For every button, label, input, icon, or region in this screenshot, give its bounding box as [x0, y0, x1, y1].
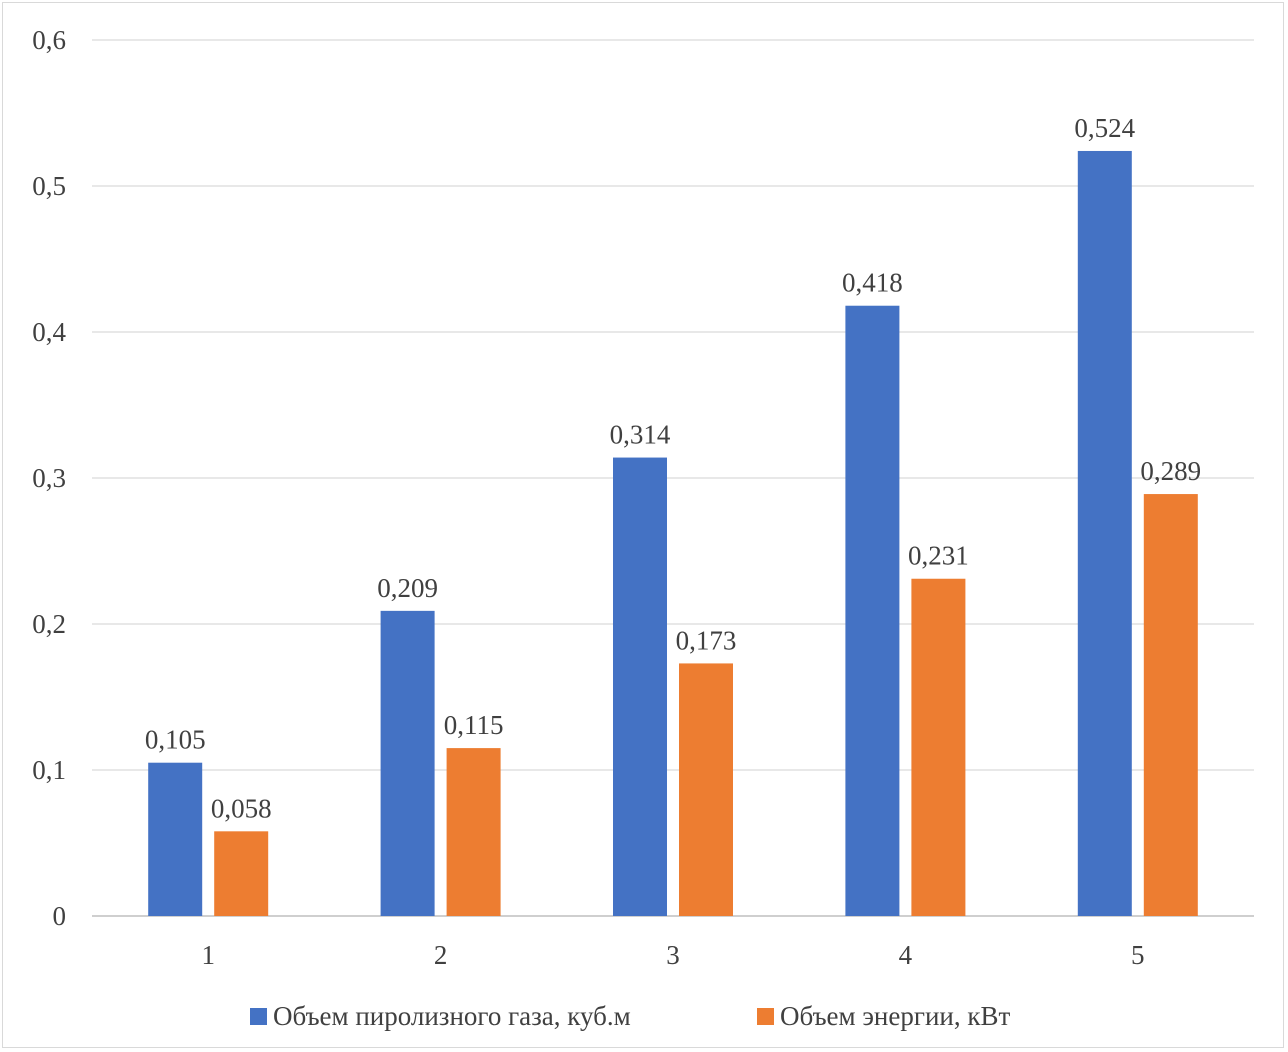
y-tick-label: 0,6	[32, 25, 66, 55]
y-tick-label: 0,2	[32, 609, 66, 639]
y-tick-label: 0,1	[32, 755, 66, 785]
x-tick-label: 4	[899, 940, 913, 970]
y-axis-ticks: 0 0,1 0,2 0,3 0,4 0,5 0,6	[32, 25, 66, 931]
y-tick-label: 0	[53, 901, 67, 931]
data-label: 0,524	[1074, 113, 1135, 143]
bar	[911, 578, 966, 916]
legend: Объем пиролизного газа, куб.м Объем энерг…	[250, 1001, 1010, 1031]
data-label: 0,105	[145, 725, 206, 755]
y-tick-label: 0,5	[32, 171, 66, 201]
bar	[1077, 150, 1132, 916]
data-label: 0,418	[842, 268, 903, 298]
x-tick-label: 1	[201, 940, 215, 970]
bar	[380, 610, 435, 916]
x-tick-label: 5	[1131, 940, 1145, 970]
legend-swatch	[757, 1008, 774, 1025]
bar	[148, 762, 203, 916]
bar	[1143, 494, 1198, 916]
gridlines	[92, 39, 1254, 917]
data-label: 0,289	[1140, 456, 1201, 486]
data-label: 0,314	[610, 420, 671, 450]
bar	[613, 457, 667, 916]
data-label: 0,173	[676, 625, 737, 655]
x-tick-label: 2	[434, 940, 448, 970]
legend-swatch	[250, 1008, 267, 1025]
bar	[845, 305, 900, 917]
data-labels: 0,105 0,058 0,209 0,115 0,314 0,173 0,418 0,231…	[145, 113, 1201, 823]
legend-entry: Объем энергии, кВт	[780, 1001, 1010, 1031]
x-tick-label: 3	[666, 940, 680, 970]
bar	[214, 831, 269, 916]
x-axis-ticks: 1 2 3 4 5	[201, 940, 1144, 970]
data-label: 0,231	[908, 541, 969, 571]
y-tick-label: 0,3	[32, 463, 66, 493]
data-label: 0,209	[377, 573, 438, 603]
data-label: 0,058	[211, 793, 272, 823]
legend-entry: Объем пиролизного газа, куб.м	[273, 1001, 631, 1031]
y-tick-label: 0,4	[32, 317, 66, 347]
bar	[446, 748, 501, 916]
bars	[148, 150, 1198, 917]
data-label: 0,115	[444, 710, 504, 740]
bar	[679, 663, 733, 916]
